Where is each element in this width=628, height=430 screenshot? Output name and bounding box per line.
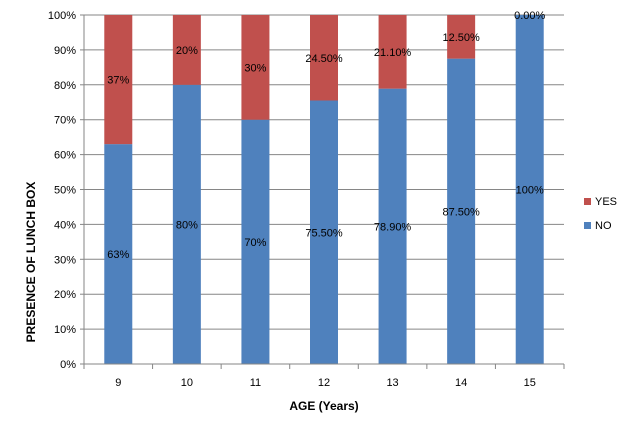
bar-yes-13: [378, 15, 407, 89]
data-label-no-11: 70%: [244, 237, 266, 249]
data-label-no-14: 87.50%: [442, 206, 480, 218]
y-axis-title: PRESENCE OF LUNCH BOX: [24, 182, 38, 343]
bar-no-13: [378, 88, 407, 364]
bar-yes-10: [172, 15, 201, 85]
axes: 0% 10% 20% 30% 40% 50% 60% 70% 80% 90% 100% 9 10 11 12…: [48, 10, 565, 389]
y-tick-label: 50%: [54, 185, 76, 197]
data-label-no-13: 78.90%: [374, 221, 412, 233]
x-tick-label: 15: [524, 377, 536, 389]
y-tick-label: 10%: [54, 324, 76, 336]
y-tick-label: 30%: [54, 254, 76, 266]
bar-no-12: [310, 100, 338, 364]
y-tick-label: 100%: [48, 10, 76, 22]
x-tick-label: 11: [250, 377, 261, 389]
x-tick-label: 12: [318, 377, 330, 389]
legend-label-yes: YES: [595, 196, 617, 208]
data-label-yes-13: 21.10%: [374, 47, 412, 59]
data-label-yes-14: 12.50%: [442, 32, 480, 44]
x-tick-label: 14: [455, 377, 467, 389]
legend: YES NO: [584, 196, 617, 232]
y-tick-label: 60%: [54, 150, 76, 162]
data-label-yes-11: 30%: [244, 62, 266, 74]
bar-no-10: [172, 84, 201, 365]
y-tick-label: 20%: [54, 289, 76, 301]
bar-yes-12: [310, 15, 338, 101]
data-label-no-9: 63%: [107, 249, 129, 261]
data-label-no-12: 75.50%: [305, 227, 343, 239]
y-tick-label: 0%: [60, 359, 76, 371]
data-label-yes-12: 24.50%: [305, 53, 343, 65]
x-tick-label: 10: [181, 377, 193, 389]
legend-label-no: NO: [595, 220, 612, 232]
bar-yes-14: [447, 15, 476, 59]
bar-yes-11: [241, 15, 270, 120]
bar-no-9: [104, 144, 133, 364]
y-tick-label: 70%: [54, 115, 76, 127]
y-tick-label: 40%: [54, 219, 76, 231]
data-label-yes-10: 20%: [176, 45, 198, 57]
y-tick-label: 80%: [54, 80, 76, 92]
x-tick-label: 13: [386, 377, 398, 389]
data-labels: 63% 37% 80% 20% 70% 30% 75.50% 24.50% 78.90% 21.1…: [107, 10, 545, 261]
data-label-no-10: 80%: [176, 219, 198, 231]
bar-no-14: [447, 58, 476, 364]
bar-yes-9: [104, 15, 133, 145]
bar-no-15: [515, 15, 544, 364]
x-tick-label: 9: [115, 377, 121, 389]
bars: [104, 15, 544, 365]
data-label-yes-15: 0.00%: [514, 10, 545, 22]
y-tick-label: 90%: [54, 45, 76, 57]
data-label-no-15: 100%: [516, 185, 544, 197]
legend-swatch-yes: [584, 198, 591, 205]
legend-swatch-no: [584, 222, 591, 229]
x-axis-title: AGE (Years): [289, 399, 358, 413]
bar-no-11: [241, 119, 270, 364]
data-label-yes-9: 37%: [107, 75, 129, 87]
